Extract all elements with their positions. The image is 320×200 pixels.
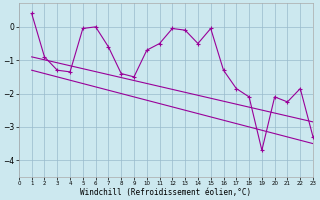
X-axis label: Windchill (Refroidissement éolien,°C): Windchill (Refroidissement éolien,°C) (80, 188, 252, 197)
